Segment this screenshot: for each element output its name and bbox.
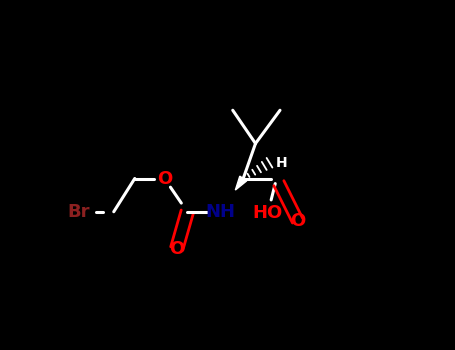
Text: H: H (276, 156, 288, 170)
Text: O: O (169, 239, 184, 258)
Text: Br: Br (67, 203, 90, 221)
Text: O: O (157, 169, 172, 188)
Text: NH: NH (206, 203, 236, 221)
Text: HO: HO (253, 204, 283, 223)
Text: O: O (290, 211, 305, 230)
Polygon shape (235, 176, 247, 190)
